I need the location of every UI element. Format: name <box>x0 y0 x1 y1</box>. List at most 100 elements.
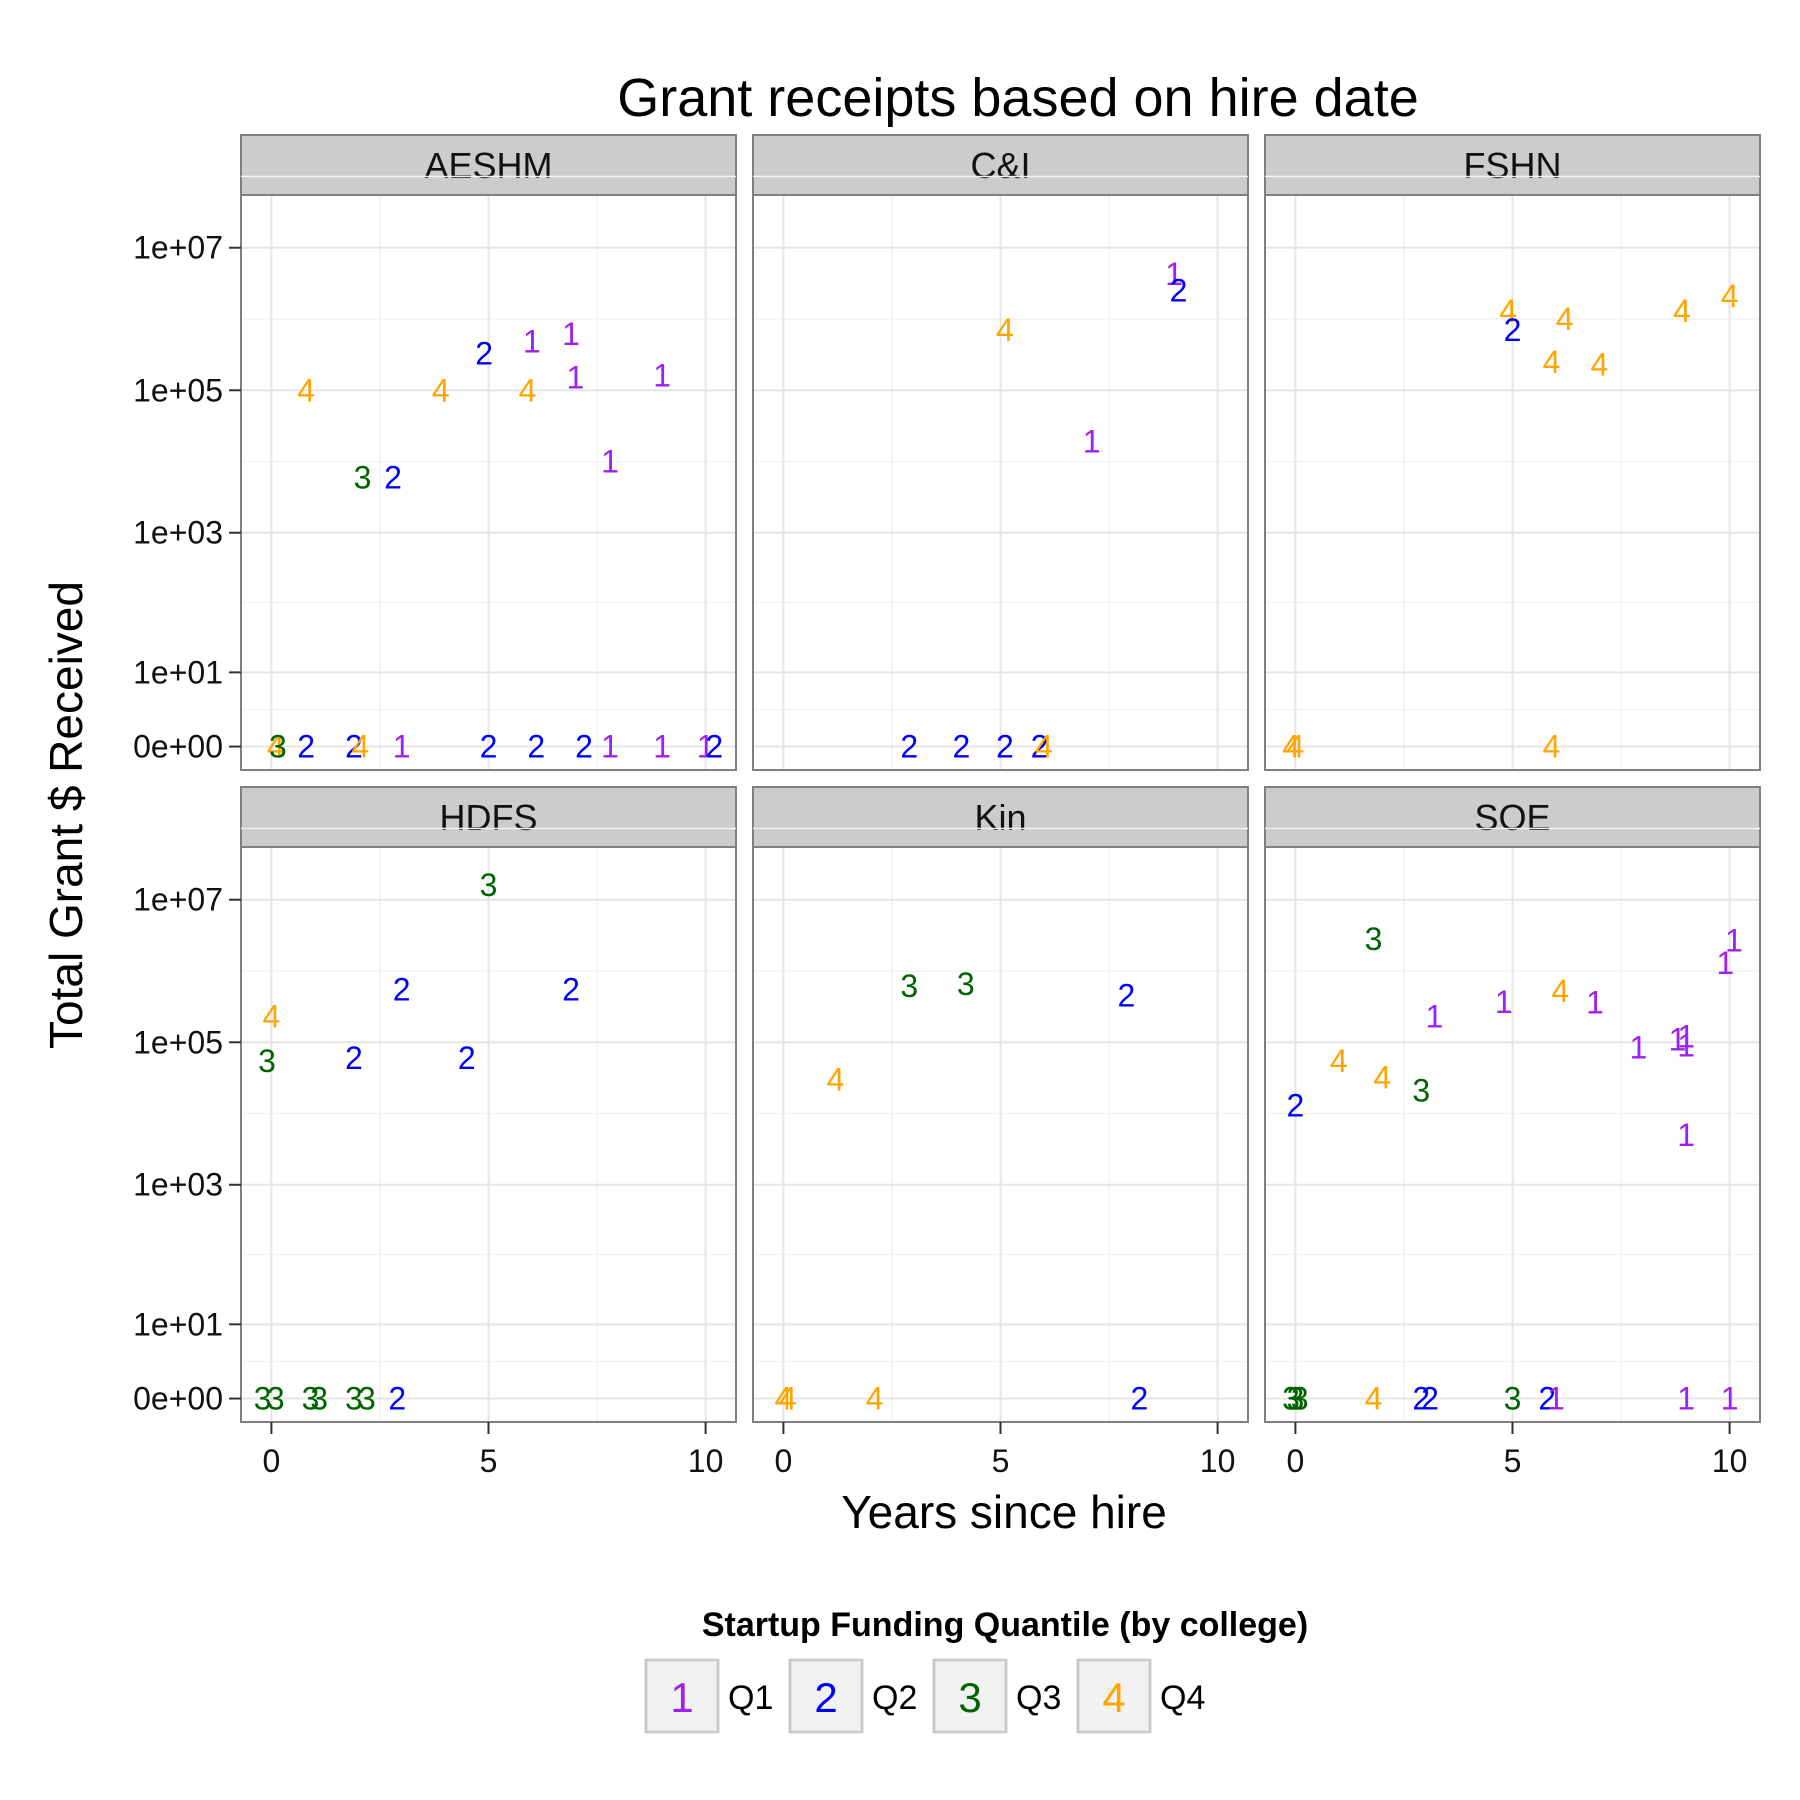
point-label-q1: 1 <box>1669 1021 1687 1057</box>
x-tick-label: 10 <box>688 1443 724 1479</box>
point-label-q1: 1 <box>1677 1028 1695 1064</box>
panel-border <box>1264 194 1761 771</box>
point-label-q3: 3 <box>267 1381 285 1417</box>
point-label-q2: 2 <box>475 335 493 371</box>
y-axis-title: Total Grant $ Received <box>40 581 92 1049</box>
point-label-q4: 4 <box>1330 1043 1348 1079</box>
x-tick-label: 10 <box>1712 1443 1748 1479</box>
x-tick-label: 10 <box>1200 1443 1236 1479</box>
point-label-q4: 4 <box>1286 729 1304 765</box>
point-label-q4: 4 <box>1282 729 1300 765</box>
y-tick-label: 1e+01 <box>133 1306 223 1342</box>
point-label-q4: 4 <box>1551 973 1569 1009</box>
x-tick-label: 0 <box>774 1443 792 1479</box>
point-label-q2: 2 <box>953 729 971 765</box>
point-label-q3: 3 <box>1365 921 1383 957</box>
point-label-q4: 4 <box>262 998 280 1034</box>
point-label-q4: 4 <box>432 372 450 408</box>
panel-label: HDFS <box>440 797 538 838</box>
point-label-q2: 2 <box>1538 1381 1556 1417</box>
point-label-q1: 1 <box>1677 1019 1695 1055</box>
point-label-q3: 3 <box>269 729 287 765</box>
point-label-q4: 4 <box>1721 278 1739 314</box>
legend-label: Q2 <box>872 1679 917 1717</box>
legend-entry-q3: 3 Q3 <box>932 1658 1061 1734</box>
legend-key-box <box>1076 1658 1152 1734</box>
point-label-q2: 2 <box>388 1381 406 1417</box>
point-label-q4: 4 <box>996 312 1014 348</box>
point-label-q1: 1 <box>1721 1381 1739 1417</box>
point-label-q3: 3 <box>900 968 918 1004</box>
point-label-q2: 2 <box>297 729 315 765</box>
point-label-q3: 3 <box>1291 1381 1309 1417</box>
point-label-q2: 2 <box>1131 1381 1149 1417</box>
point-label-q4: 4 <box>827 1062 845 1098</box>
point-label-q2: 2 <box>345 1040 363 1076</box>
point-label-q1: 1 <box>1716 945 1734 981</box>
legend-key-glyph: 2 <box>814 1674 837 1721</box>
legend-label: Q1 <box>728 1679 773 1717</box>
legend-key-box <box>932 1658 1008 1734</box>
point-label-q3: 3 <box>258 1043 276 1079</box>
point-label-q1: 1 <box>1547 1381 1565 1417</box>
point-label-q1: 1 <box>1677 1117 1695 1153</box>
point-label-q2: 2 <box>1286 1087 1304 1123</box>
legend-label: Q3 <box>1016 1679 1061 1717</box>
point-label-q3: 3 <box>957 966 975 1002</box>
point-label-q4: 4 <box>1543 729 1561 765</box>
point-label-q1: 1 <box>601 729 619 765</box>
legend-entry-q4: 4 Q4 <box>1076 1658 1205 1734</box>
x-tick-label: 5 <box>1504 1443 1522 1479</box>
legend-key-glyph: 3 <box>958 1674 981 1721</box>
point-label-q1: 1 <box>1725 922 1743 958</box>
point-label-q1: 1 <box>393 729 411 765</box>
point-label-q1: 1 <box>653 358 671 394</box>
point-label-q3: 3 <box>1286 1381 1304 1417</box>
point-label-q1: 1 <box>523 324 541 360</box>
x-tick-label: 0 <box>262 1443 280 1479</box>
y-tick-label: 1e+01 <box>133 654 223 690</box>
point-label-q3: 3 <box>1504 1381 1522 1417</box>
point-label-q3: 3 <box>345 1381 363 1417</box>
point-label-q4: 4 <box>1673 293 1691 329</box>
point-label-q2: 2 <box>384 459 402 495</box>
point-label-q4: 4 <box>1590 346 1608 382</box>
panel-strip <box>240 134 737 196</box>
panel-label: C&I <box>970 145 1030 186</box>
point-label-q2: 2 <box>562 971 580 1007</box>
point-label-q2: 2 <box>1170 273 1188 309</box>
panel-label: Kin <box>974 797 1026 838</box>
point-label-q4: 4 <box>1499 293 1517 329</box>
point-label-q2: 2 <box>705 729 723 765</box>
panel-label: AESHM <box>424 145 552 186</box>
point-label-q3: 3 <box>254 1381 272 1417</box>
point-label-q4: 4 <box>866 1381 884 1417</box>
point-label-q4: 4 <box>297 372 315 408</box>
point-label-q4: 4 <box>1543 344 1561 380</box>
point-label-q1: 1 <box>1425 998 1443 1034</box>
point-label-q3: 3 <box>302 1381 320 1417</box>
x-tick-label: 5 <box>992 1443 1010 1479</box>
point-label-q4: 4 <box>1373 1060 1391 1096</box>
point-label-q3: 3 <box>1412 1073 1430 1109</box>
legend-entry-q1: 1 Q1 <box>644 1658 773 1734</box>
panel-border <box>240 194 737 771</box>
point-label-q4: 4 <box>774 1381 792 1417</box>
panel-strip <box>1264 786 1761 848</box>
point-label-q2: 2 <box>1118 978 1136 1014</box>
point-label-q1: 1 <box>653 729 671 765</box>
point-label-q2: 2 <box>1504 312 1522 348</box>
y-tick-label: 1e+03 <box>133 515 223 551</box>
point-label-q2: 2 <box>1412 1381 1430 1417</box>
point-label-q2: 2 <box>527 729 545 765</box>
panel-label: FSHN <box>1464 145 1562 186</box>
point-label-q1: 1 <box>697 729 715 765</box>
point-label-q1: 1 <box>1630 1029 1648 1065</box>
